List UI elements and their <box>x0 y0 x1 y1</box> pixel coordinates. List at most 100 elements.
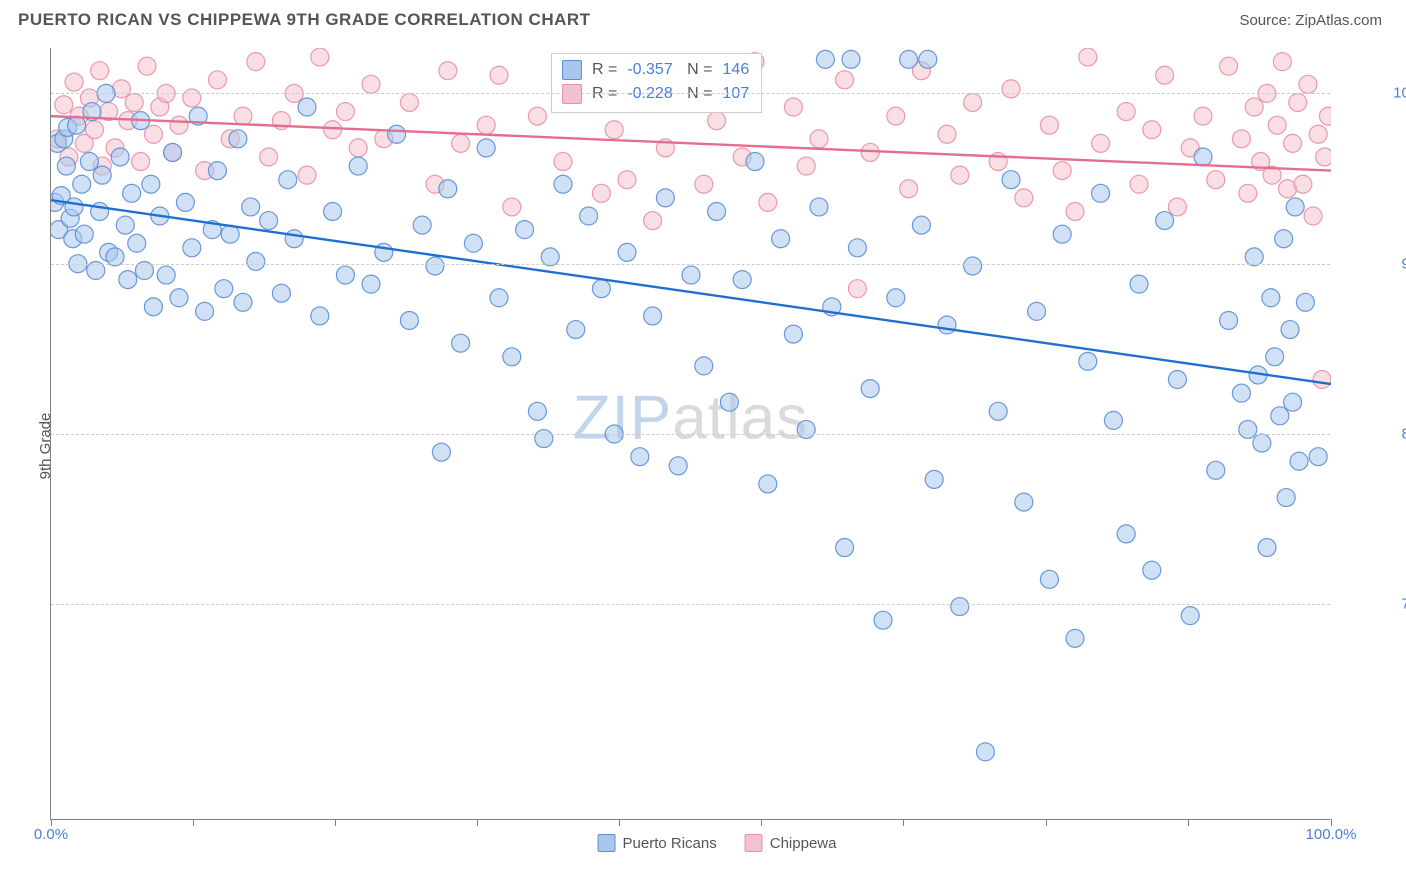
scatter-point <box>938 125 956 143</box>
scatter-point <box>91 62 109 80</box>
scatter-point <box>1181 607 1199 625</box>
scatter-point <box>1284 134 1302 152</box>
scatter-point <box>708 112 726 130</box>
scatter-point <box>848 239 866 257</box>
y-tick-label: 85.0% <box>1401 426 1406 443</box>
scatter-point <box>1239 184 1257 202</box>
scatter-point <box>86 121 104 139</box>
scatter-point <box>708 202 726 220</box>
scatter-point <box>208 162 226 180</box>
scatter-point <box>733 271 751 289</box>
scatter-point <box>477 116 495 134</box>
scatter-point <box>644 212 662 230</box>
scatter-point <box>196 302 214 320</box>
scatter-point <box>400 311 418 329</box>
x-tick <box>1188 819 1189 826</box>
gridline <box>51 264 1330 265</box>
legend-bottom: Puerto Ricans Chippewa <box>598 834 837 852</box>
r-value-pr: -0.357 <box>627 58 672 82</box>
scatter-point <box>119 271 137 289</box>
scatter-point <box>989 402 1007 420</box>
n-label: N = <box>683 58 713 82</box>
scatter-point <box>925 470 943 488</box>
scatter-point <box>1220 311 1238 329</box>
scatter-point <box>746 153 764 171</box>
x-tick <box>1046 819 1047 826</box>
scatter-point <box>1143 561 1161 579</box>
scatter-point <box>1143 121 1161 139</box>
scatter-point <box>810 198 828 216</box>
scatter-point <box>439 62 457 80</box>
scatter-point <box>951 166 969 184</box>
scatter-point <box>1275 230 1293 248</box>
scatter-point <box>1168 371 1186 389</box>
scatter-point <box>464 234 482 252</box>
scatter-point <box>1207 171 1225 189</box>
scatter-point <box>93 166 111 184</box>
scatter-point <box>125 93 143 111</box>
scatter-point <box>810 130 828 148</box>
scatter-point <box>720 393 738 411</box>
scatter-point <box>116 216 134 234</box>
scatter-point <box>1253 434 1271 452</box>
scatter-point <box>1130 175 1148 193</box>
scatter-point <box>1271 407 1289 425</box>
scatter-point <box>452 334 470 352</box>
scatter-point <box>1207 461 1225 479</box>
scatter-point <box>836 71 854 89</box>
scatter-point <box>183 239 201 257</box>
scatter-point <box>298 98 316 116</box>
scatter-point <box>1002 171 1020 189</box>
scatter-point <box>1286 198 1304 216</box>
n-value-pr: 146 <box>723 58 750 82</box>
chart-title: PUERTO RICAN VS CHIPPEWA 9TH GRADE CORRE… <box>18 10 591 30</box>
scatter-point <box>1066 629 1084 647</box>
scatter-point <box>272 284 290 302</box>
scatter-point <box>1092 184 1110 202</box>
scatter-point <box>157 266 175 284</box>
scatter-point <box>861 380 879 398</box>
scatter-point <box>183 89 201 107</box>
r-label: R = <box>592 58 617 82</box>
scatter-point <box>336 103 354 121</box>
scatter-point <box>311 307 329 325</box>
scatter-point <box>1104 411 1122 429</box>
x-tick-label: 0.0% <box>34 826 68 843</box>
scatter-point <box>964 93 982 111</box>
scatter-point <box>1316 148 1331 166</box>
scatter-point <box>324 121 342 139</box>
stats-row-pr: R = -0.357 N = 146 <box>562 58 749 82</box>
scatter-point <box>362 75 380 93</box>
scatter-point <box>938 316 956 334</box>
scatter-point <box>123 184 141 202</box>
scatter-point <box>951 598 969 616</box>
scatter-point <box>695 175 713 193</box>
scatter-point <box>874 611 892 629</box>
scatter-point <box>132 153 150 171</box>
scatter-point <box>669 457 687 475</box>
scatter-point <box>1299 75 1317 93</box>
scatter-point <box>75 225 93 243</box>
scatter-point <box>324 202 342 220</box>
scatter-point <box>1117 525 1135 543</box>
legend-swatch-ch <box>745 834 763 852</box>
scatter-point <box>887 289 905 307</box>
scatter-point <box>170 116 188 134</box>
scatter-point <box>842 50 860 68</box>
scatter-point <box>797 157 815 175</box>
scatter-point <box>247 252 265 270</box>
scatter-point <box>848 280 866 298</box>
scatter-point <box>388 125 406 143</box>
scatter-point <box>1053 162 1071 180</box>
scatter-point <box>73 175 91 193</box>
scatter-point <box>644 307 662 325</box>
scatter-point <box>426 257 444 275</box>
scatter-point <box>279 171 297 189</box>
scatter-point <box>1015 189 1033 207</box>
scatter-point <box>298 166 316 184</box>
scatter-point <box>516 221 534 239</box>
scatter-point <box>1313 371 1331 389</box>
scatter-point <box>682 266 700 284</box>
scatter-point <box>311 48 329 66</box>
scatter-point <box>964 257 982 275</box>
